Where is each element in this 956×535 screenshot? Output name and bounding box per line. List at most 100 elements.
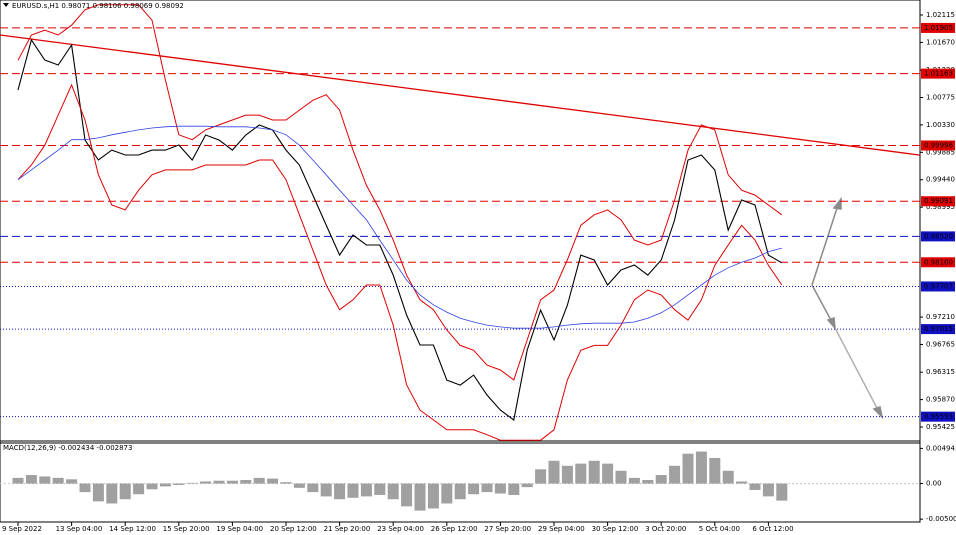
x-tick-label: 29 Sep 04:00	[538, 525, 585, 533]
x-tick-label: 27 Sep 20:00	[484, 525, 531, 533]
bar	[682, 453, 694, 484]
bar	[642, 480, 654, 484]
x-tick-label: 14 Sep 12:00	[109, 525, 156, 533]
bar	[762, 483, 774, 497]
y-tick-label: -0.005003	[926, 515, 956, 523]
bar	[535, 469, 547, 484]
arrow-up	[811, 204, 839, 286]
y-tick-label: 0.95870	[926, 396, 955, 404]
bar	[360, 483, 372, 497]
bar	[307, 483, 319, 493]
bar	[615, 470, 627, 484]
y-tick-label: 1.00330	[926, 121, 955, 129]
y-tick-label: 0.99440	[926, 176, 955, 184]
bar	[106, 483, 118, 504]
bar	[561, 465, 573, 484]
bar	[481, 483, 493, 493]
bar	[454, 483, 466, 500]
bar	[66, 479, 78, 484]
bar	[427, 483, 439, 509]
bar	[655, 475, 667, 484]
bar	[253, 477, 265, 484]
bar	[146, 483, 158, 490]
level-label: 0.97015	[924, 325, 953, 333]
x-tick-label: 21 Sep 20:00	[324, 525, 371, 533]
x-tick-label: 26 Sep 12:00	[431, 525, 478, 533]
bar	[119, 483, 131, 500]
bar	[521, 483, 533, 488]
bar	[213, 480, 225, 484]
level-label-bg	[921, 22, 955, 33]
x-tick-label: 5 Oct 04:00	[699, 525, 740, 533]
bar	[374, 483, 386, 495]
x-tick-label: 3 Oct 20:00	[645, 525, 686, 533]
arrow-head	[872, 406, 884, 420]
arrow-down	[834, 327, 879, 411]
bar	[200, 481, 212, 484]
indicator-line	[17, 4, 783, 381]
bar	[494, 483, 506, 494]
bar	[749, 483, 761, 490]
y-tick-label: 0.95425	[926, 423, 955, 431]
bar	[293, 483, 305, 488]
bar	[133, 483, 145, 495]
x-tick-label: 6 Oct 12:00	[752, 525, 793, 533]
y-tick-label: 0.004943	[926, 444, 956, 452]
level-label-bg	[921, 257, 955, 268]
level-label: 0.95593	[924, 413, 953, 421]
bar	[669, 465, 681, 484]
level-label-bg	[921, 68, 955, 79]
arrow-head	[832, 196, 842, 210]
y-tick-label: 1.01670	[926, 38, 955, 46]
x-tick-label: 20 Sep 12:00	[270, 525, 317, 533]
x-tick-label: 23 Sep 04:00	[377, 525, 424, 533]
bar	[468, 483, 480, 495]
x-tick-label: 13 Sep 04:00	[56, 525, 103, 533]
bar	[736, 481, 748, 484]
chart-title: EURUSD.s,H1 0.98071 0.98106 0.98069 0.98…	[12, 2, 184, 10]
x-tick-label: 19 Sep 04:00	[216, 525, 263, 533]
y-tick-label: 0.98995	[926, 203, 955, 211]
x-tick-label: 15 Sep 20:00	[163, 525, 210, 533]
level-label: 0.99091	[924, 197, 953, 205]
bar	[347, 483, 359, 498]
level-label-bg	[921, 324, 955, 335]
y-tick-label: 0.96315	[926, 368, 955, 376]
level-label-bg	[921, 411, 955, 422]
arrow-head	[826, 316, 836, 331]
bar	[401, 483, 413, 507]
bar	[52, 477, 64, 484]
bar	[575, 463, 587, 484]
bar	[226, 480, 238, 484]
indicator-line	[17, 125, 782, 329]
x-tick-label: 9 Sep 2022	[2, 525, 42, 533]
level-label-bg	[921, 140, 955, 151]
menu-icon[interactable]	[3, 3, 9, 7]
bar	[320, 483, 332, 497]
level-label: 0.98100	[924, 258, 953, 266]
y-tick-label: 0.97210	[926, 313, 955, 321]
level-label: 1.01905	[924, 24, 953, 32]
bar	[588, 460, 600, 484]
bar	[92, 483, 104, 502]
y-tick-label: 0.00	[926, 480, 942, 488]
level-label-bg	[921, 281, 955, 292]
bar	[548, 460, 560, 484]
bar	[602, 463, 614, 484]
y-tick-label: 0.99885	[926, 148, 955, 156]
level-label: 0.97707	[924, 282, 953, 290]
bar	[722, 470, 734, 484]
bar	[79, 483, 91, 493]
level-label: 1.01163	[924, 70, 953, 78]
bar	[695, 451, 707, 484]
bar	[508, 483, 520, 495]
y-tick-label: 1.02115	[926, 11, 955, 19]
bar	[25, 475, 37, 484]
bar	[240, 480, 252, 484]
trendline	[0, 34, 921, 156]
bar	[387, 483, 399, 500]
y-tick-label: 1.00775	[926, 94, 955, 102]
level-label: 0.99996	[924, 141, 953, 149]
bar	[628, 477, 640, 484]
